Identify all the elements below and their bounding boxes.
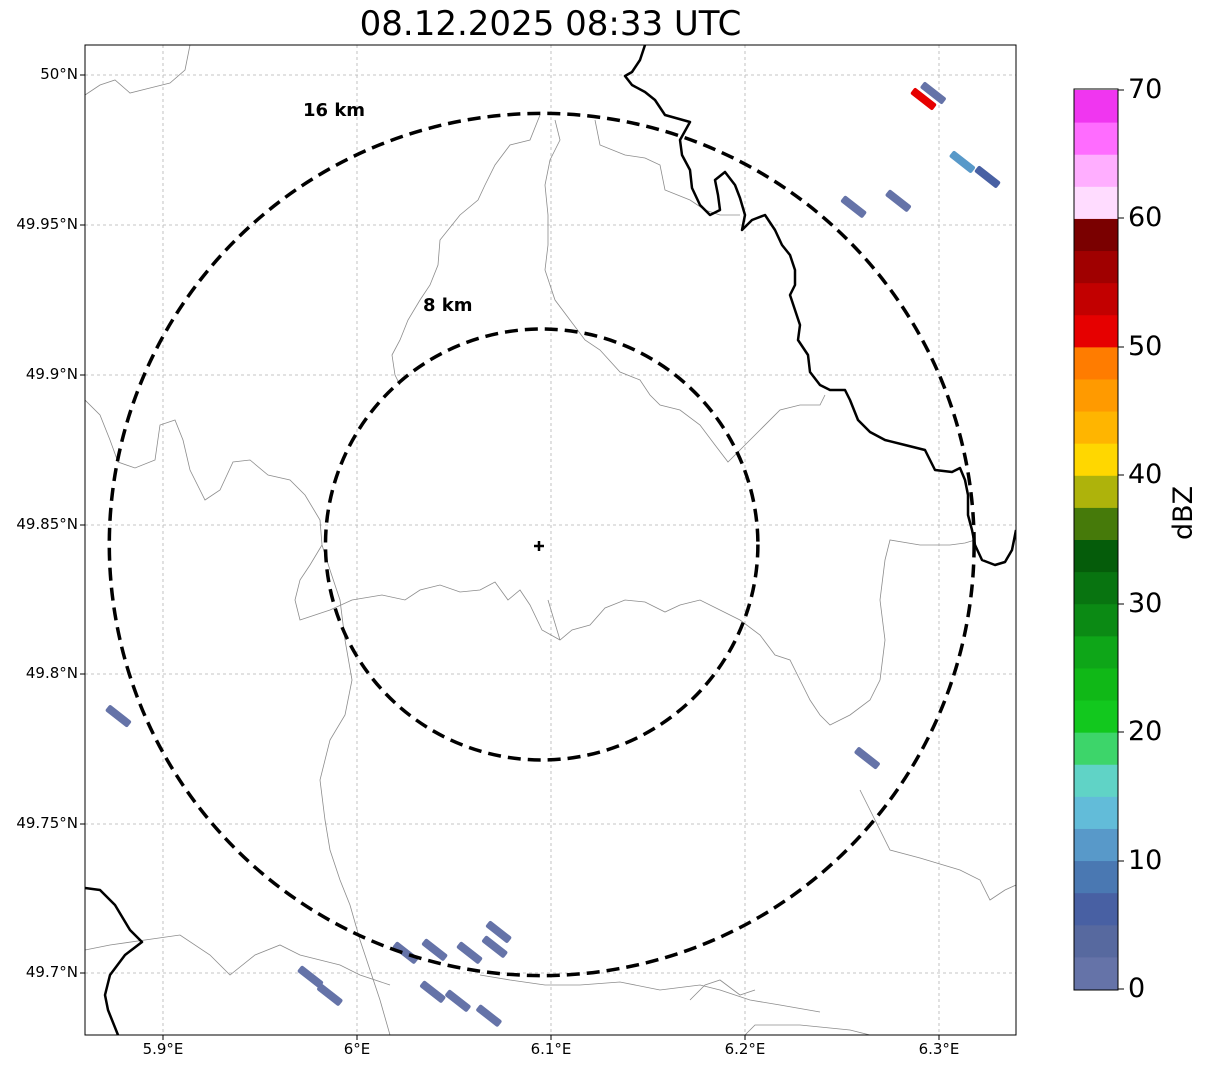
lat-tick-label: 49.7°N	[25, 963, 78, 981]
colorbar-segment	[1074, 250, 1118, 284]
lon-tick-label: 6.3°E	[918, 1040, 960, 1058]
colorbar-segment	[1074, 860, 1118, 894]
radar-echoes	[105, 82, 1001, 1027]
colorbar-tick-label: 30	[1128, 588, 1163, 619]
radar-echo	[476, 1004, 502, 1027]
range-rings	[107, 111, 976, 978]
colorbar-segment	[1074, 796, 1118, 829]
colorbar-segment	[1074, 667, 1118, 701]
colorbar-segment	[1074, 732, 1118, 765]
national-border	[85, 45, 1016, 1035]
colorbar-segment	[1074, 700, 1118, 733]
colorbar-tick-label: 50	[1128, 331, 1163, 362]
colorbar-label: dBZ	[1168, 485, 1199, 540]
inner-ring-label: 8 km	[423, 295, 473, 316]
lat-tick-label: 49.85°N	[16, 515, 78, 533]
colorbar-segment	[1074, 314, 1118, 348]
radar-echo	[317, 983, 343, 1006]
lat-tick-label: 49.75°N	[16, 814, 78, 832]
colorbar-segment	[1074, 507, 1118, 540]
colorbar-segment	[1074, 122, 1118, 155]
colorbar-segment	[1074, 90, 1118, 123]
colorbar-tick-label: 60	[1128, 202, 1163, 233]
colorbar-tick-label: 40	[1128, 459, 1163, 490]
colorbar-segment	[1074, 892, 1118, 926]
colorbar-segment	[1074, 539, 1118, 573]
radar-echo	[445, 989, 471, 1012]
radar-site-marker	[534, 541, 544, 551]
range-ring-outer	[107, 111, 976, 978]
outer-ring-label: 16 km	[303, 100, 366, 121]
radar-echo	[840, 195, 867, 218]
colorbar-segment	[1074, 764, 1118, 797]
radar-echo	[297, 965, 324, 988]
colorbar-segment	[1074, 411, 1118, 444]
colorbar-frame	[1073, 88, 1119, 991]
lon-tick-label: 6°E	[343, 1040, 371, 1058]
lat-tick-label: 50°N	[40, 65, 78, 83]
colorbar-tick-label: 10	[1128, 845, 1163, 876]
radar-echo	[105, 705, 132, 728]
radar-echo	[949, 150, 975, 173]
colorbar-segment	[1074, 346, 1118, 380]
colorbar-segment	[1074, 186, 1118, 219]
radar-echo	[421, 938, 448, 961]
lat-tick-label: 49.9°N	[25, 365, 78, 383]
radar-echo	[920, 82, 946, 104]
lon-tick-label: 5.9°E	[142, 1040, 184, 1058]
colorbar-segment	[1074, 378, 1118, 412]
radar-echo	[456, 941, 483, 964]
colorbar-segment	[1074, 603, 1118, 637]
colorbar-segment	[1074, 443, 1118, 476]
colorbar-segment	[1074, 924, 1118, 958]
range-ring-inner	[323, 327, 760, 762]
colorbar-segment	[1074, 218, 1118, 252]
colorbar-segment	[1074, 282, 1118, 316]
colorbar-tick-label: 70	[1128, 74, 1163, 105]
colorbar	[1074, 90, 1118, 990]
colorbar-segment	[1074, 475, 1118, 508]
lat-tick-label: 49.8°N	[25, 664, 78, 682]
colorbar-segment	[1074, 828, 1118, 862]
lon-tick-label: 6.1°E	[530, 1040, 572, 1058]
radar-echo	[974, 165, 1001, 188]
colorbar-segment	[1074, 956, 1118, 990]
radar-echo	[854, 747, 880, 770]
map-title: 08.12.2025 08:33 UTC	[359, 4, 742, 44]
colorbar-segment	[1074, 571, 1118, 605]
plot-frame	[84, 44, 1017, 1036]
radar-echo	[910, 88, 937, 110]
admin-boundaries	[85, 45, 1016, 1035]
colorbar-segment	[1074, 635, 1118, 669]
colorbar-tick-label: 20	[1128, 716, 1163, 747]
lat-tick-label: 49.95°N	[16, 215, 78, 233]
radar-echo	[392, 941, 419, 964]
radar-echo	[885, 189, 911, 212]
colorbar-tick-label: 0	[1128, 973, 1146, 1004]
radar-echo	[420, 980, 446, 1003]
radar-echo	[485, 920, 512, 943]
colorbar-segment	[1074, 154, 1118, 187]
lon-tick-label: 6.2°E	[724, 1040, 766, 1058]
gridlines	[85, 45, 1016, 1035]
radar-echo	[482, 935, 508, 958]
axis-ticks	[80, 74, 940, 1040]
colorbar-ticks	[1118, 89, 1124, 990]
